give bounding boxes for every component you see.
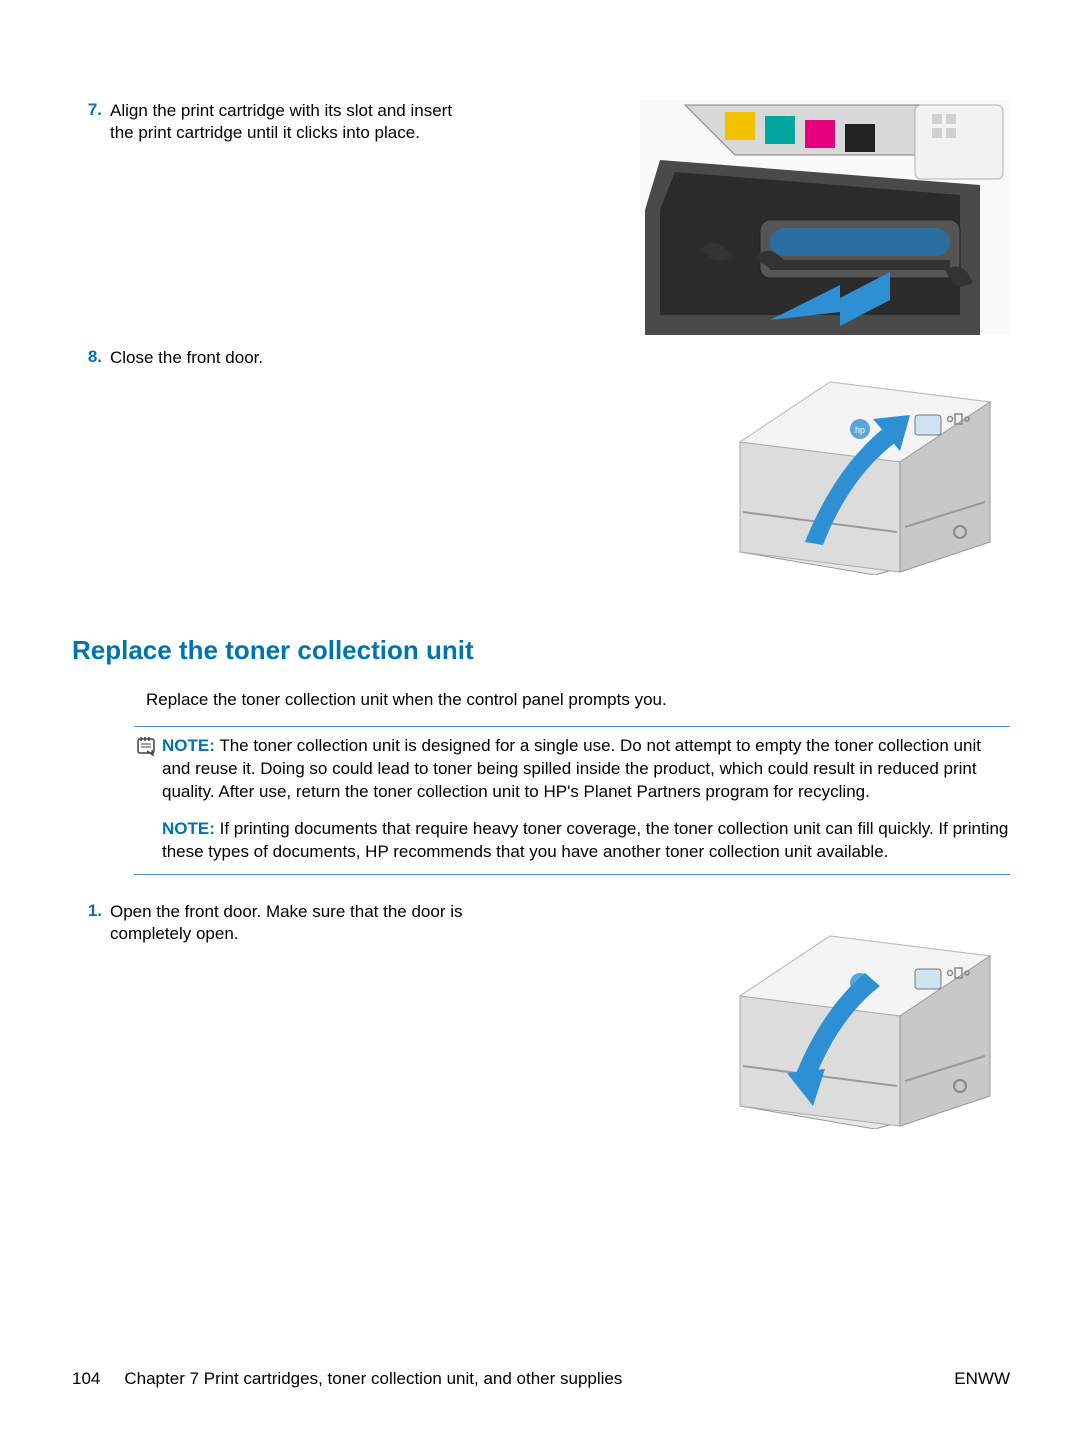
step-number: 7. [72, 100, 110, 335]
note-body: NOTE: If printing documents that require… [162, 818, 1010, 864]
note-2: NOTE: If printing documents that require… [134, 818, 1010, 864]
step-number: 1. [72, 901, 110, 1129]
note-1: NOTE: The toner collection unit is desig… [134, 735, 1010, 804]
note-icon [134, 735, 162, 757]
step-text: Open the front door. Make sure that the … [110, 901, 480, 1129]
note-label: NOTE: [162, 736, 215, 755]
step-7-image [640, 100, 1010, 335]
note-label: NOTE: [162, 819, 215, 838]
step-text: Align the print cartridge with its slot … [110, 100, 480, 335]
intro-text: Replace the toner collection unit when t… [146, 690, 1010, 710]
note-text: The toner collection unit is designed fo… [162, 736, 981, 801]
section-heading: Replace the toner collection unit [72, 635, 1010, 666]
note-body: NOTE: The toner collection unit is desig… [162, 735, 1010, 804]
step-8-row: 8. Close the front door. [72, 347, 1010, 575]
svg-text:hp: hp [855, 425, 865, 435]
step-7-row: 7. Align the print cartridge with its sl… [72, 100, 1010, 335]
footer-right: ENWW [954, 1369, 1010, 1389]
step-number: 8. [72, 347, 110, 575]
page-footer: 104 Chapter 7 Print cartridges, toner co… [72, 1369, 1010, 1389]
chapter-title: Chapter 7 Print cartridges, toner collec… [124, 1369, 954, 1389]
step-text: Close the front door. [110, 347, 263, 575]
page-number: 104 [72, 1369, 100, 1389]
step-1-image: hp [715, 901, 1010, 1129]
step-1-row: 1. Open the front door. Make sure that t… [72, 901, 1010, 1129]
step-8-image: hp [715, 347, 1010, 575]
note-text: If printing documents that require heavy… [162, 819, 1008, 861]
note-block: NOTE: The toner collection unit is desig… [134, 726, 1010, 875]
